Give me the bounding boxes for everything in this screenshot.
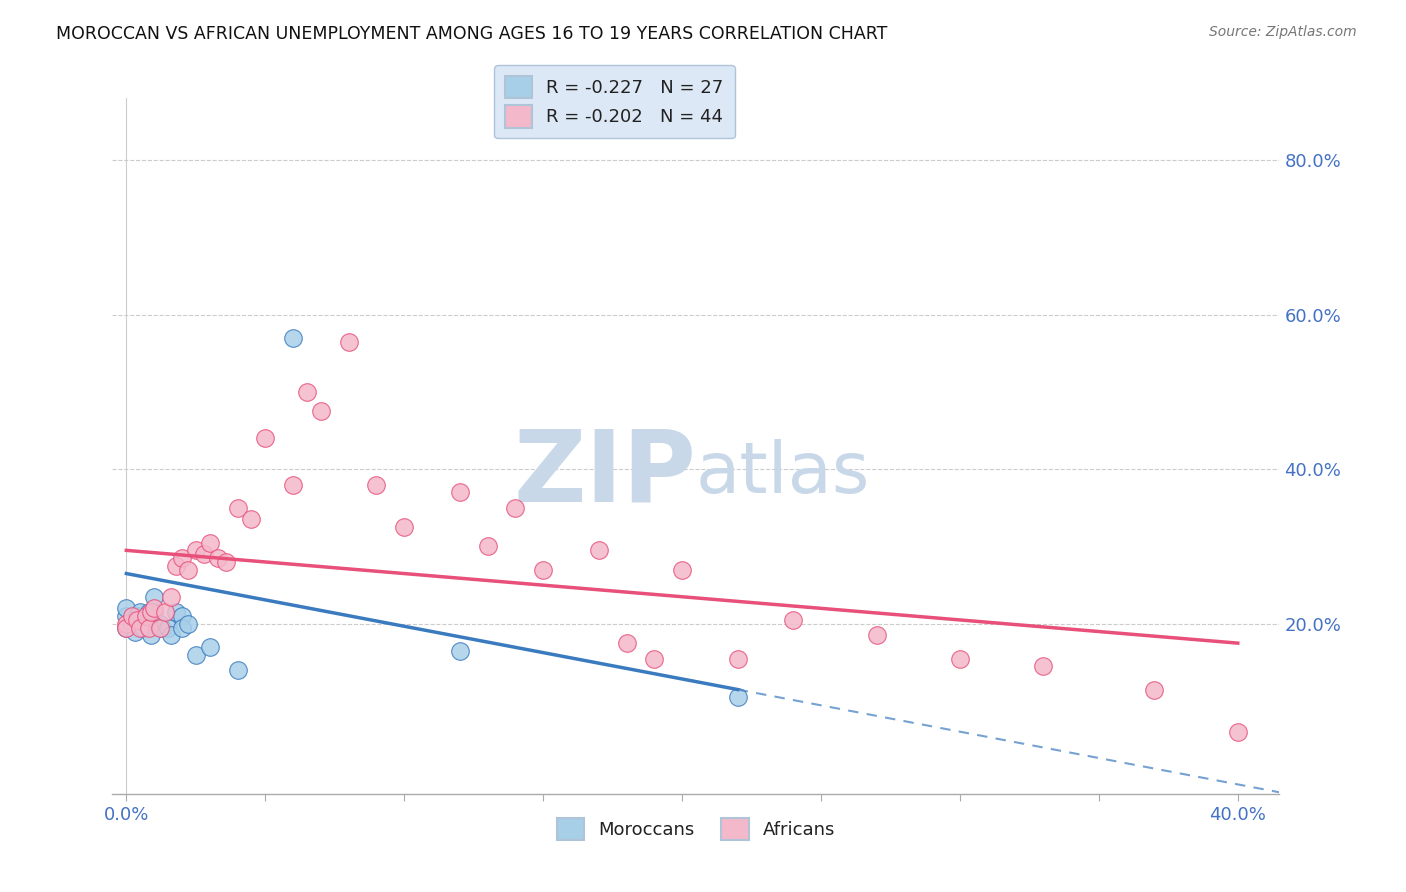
Point (366, 477, 388, 491)
Point (135, 609, 157, 624)
Point (152, 621, 174, 635)
Point (160, 590, 183, 604)
Point (226, 663, 249, 677)
Point (155, 605, 177, 619)
Point (727, 690, 749, 705)
Point (671, 563, 693, 577)
Point (449, 644, 471, 658)
Point (254, 431, 277, 445)
Point (135, 616, 157, 631)
Point (184, 648, 207, 662)
Point (198, 535, 221, 549)
Point (337, 334, 360, 349)
Text: atlas: atlas (696, 440, 870, 508)
Point (505, 500, 527, 515)
Point (215, 555, 238, 569)
Point (449, 485, 471, 500)
Point (184, 543, 207, 558)
Point (176, 563, 198, 577)
Point (588, 543, 610, 558)
Point (143, 590, 166, 604)
Point (157, 621, 180, 635)
Point (115, 601, 138, 615)
Point (170, 621, 193, 635)
Point (115, 621, 138, 635)
Point (949, 651, 972, 665)
Point (121, 616, 143, 631)
Point (141, 628, 163, 642)
Point (1032, 659, 1054, 673)
Point (115, 609, 138, 624)
Point (207, 551, 229, 566)
Point (129, 605, 152, 619)
Point (115, 616, 138, 631)
Point (394, 520, 416, 534)
Point (727, 651, 749, 665)
Point (170, 551, 193, 566)
Point (138, 605, 160, 619)
Point (782, 613, 804, 627)
Point (141, 605, 163, 619)
Point (616, 636, 638, 650)
Text: ZIP: ZIP (513, 425, 696, 523)
Point (240, 512, 263, 526)
Point (129, 621, 152, 635)
Point (477, 540, 499, 554)
Point (531, 563, 554, 577)
Point (1143, 682, 1166, 697)
Point (127, 609, 149, 624)
Point (865, 628, 887, 642)
Point (132, 621, 155, 635)
Point (176, 616, 198, 631)
Point (643, 651, 665, 665)
Point (198, 640, 221, 654)
Point (281, 477, 304, 491)
Point (149, 616, 172, 631)
Point (149, 621, 172, 635)
Point (143, 605, 166, 619)
Point (193, 547, 215, 561)
Point (127, 613, 149, 627)
Point (281, 331, 304, 345)
Point (138, 621, 160, 635)
Text: MOROCCAN VS AFRICAN UNEMPLOYMENT AMONG AGES 16 TO 19 YEARS CORRELATION CHART: MOROCCAN VS AFRICAN UNEMPLOYMENT AMONG A… (56, 25, 887, 43)
Point (165, 605, 187, 619)
Point (295, 384, 318, 399)
Point (124, 624, 146, 639)
Point (309, 404, 332, 418)
Text: Source: ZipAtlas.com: Source: ZipAtlas.com (1209, 25, 1357, 39)
Point (143, 601, 166, 615)
Point (170, 609, 193, 624)
Point (160, 628, 183, 642)
Point (1226, 725, 1249, 739)
Point (115, 621, 138, 635)
Point (165, 558, 187, 573)
Point (226, 500, 249, 515)
Legend: Moroccans, Africans: Moroccans, Africans (550, 811, 842, 847)
Point (121, 609, 143, 624)
